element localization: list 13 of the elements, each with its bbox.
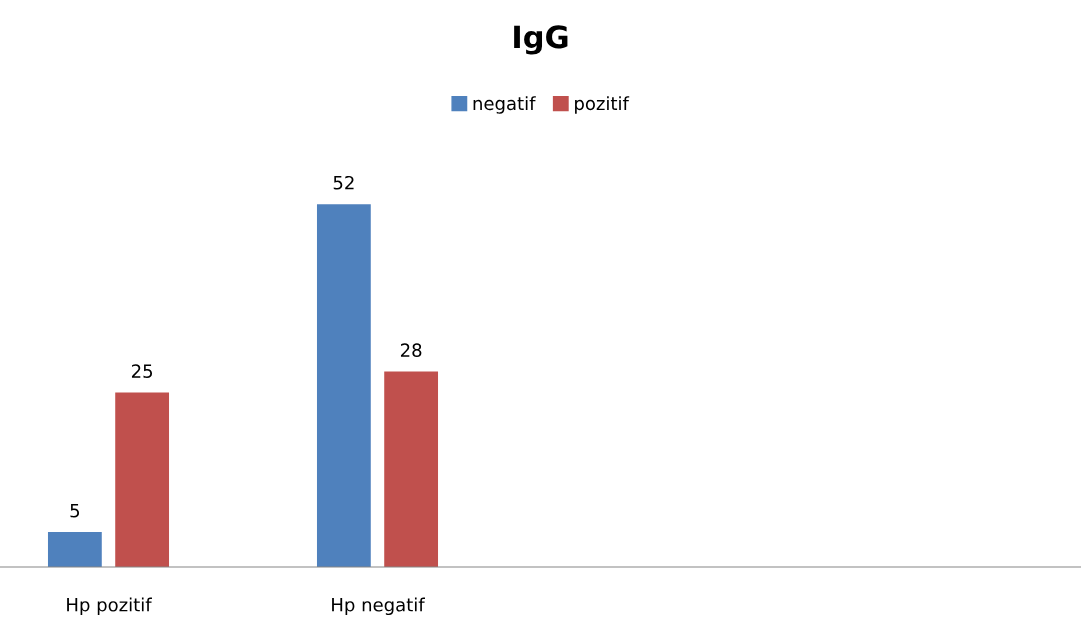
data-label: 52 xyxy=(333,175,354,190)
bar xyxy=(316,204,371,567)
bar xyxy=(115,392,170,567)
bar xyxy=(384,371,439,567)
legend-label: pozitif xyxy=(575,96,630,114)
data-label: 5 xyxy=(70,504,80,518)
x-tick-label: Hp pozitif xyxy=(67,597,152,616)
bar xyxy=(47,532,102,567)
data-label: 28 xyxy=(400,343,422,358)
data-label: 25 xyxy=(131,364,153,378)
x-tick-label: Hp negatif xyxy=(332,597,425,616)
legend-label: negatif xyxy=(473,96,536,114)
chart-title: IgG xyxy=(514,25,568,55)
